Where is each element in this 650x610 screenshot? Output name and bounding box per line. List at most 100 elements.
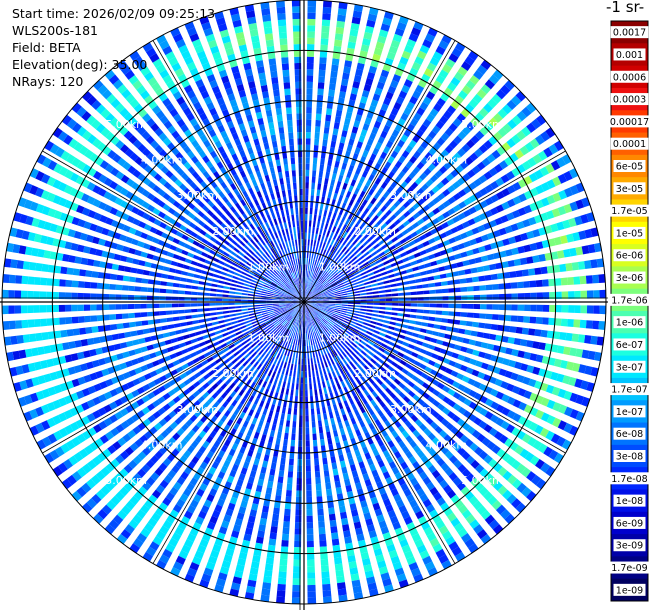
ray-gate <box>295 319 298 326</box>
ray-gate <box>306 88 313 95</box>
ray-gate <box>397 308 405 312</box>
ray-gate <box>304 364 307 372</box>
ray-gate <box>366 394 374 402</box>
ray-gate <box>503 271 511 279</box>
ray-gate <box>321 19 331 27</box>
ray-gate <box>511 304 518 311</box>
ray-gate <box>220 271 228 276</box>
ray-gate <box>340 188 346 196</box>
ray-gate <box>338 328 345 334</box>
ray-gate <box>342 472 350 480</box>
ray-gate <box>106 500 117 511</box>
ray-gate <box>346 347 353 353</box>
ray-gate <box>542 292 550 300</box>
ray-gate <box>322 590 332 598</box>
ray-gate <box>179 493 189 503</box>
ray-gate <box>528 172 538 183</box>
ray-gate <box>329 205 334 212</box>
ray-gate <box>304 232 307 240</box>
ray-gate <box>228 298 235 302</box>
ray-gate <box>266 551 275 559</box>
ray-gate <box>535 409 545 420</box>
ray-gate <box>304 264 306 271</box>
ray-gate <box>548 278 556 287</box>
ray-gate <box>338 260 344 266</box>
ray-gate <box>283 515 291 522</box>
ray-gate <box>206 420 214 429</box>
ray-gate <box>277 315 284 321</box>
ray-gate <box>378 314 385 319</box>
ray-gate <box>203 456 211 465</box>
ray-gate <box>309 245 313 253</box>
ray-gate <box>431 379 440 387</box>
ray-gate <box>312 433 317 441</box>
ray-gate <box>464 329 472 336</box>
ray-gate <box>20 290 28 299</box>
ray-gate <box>334 307 342 310</box>
ray-gate <box>496 191 505 200</box>
ray-gate <box>305 283 307 290</box>
ray-gate <box>266 442 273 450</box>
ray-gate <box>307 566 315 573</box>
ray-gate <box>72 328 80 336</box>
ray-gate <box>292 311 297 318</box>
ray-gate <box>391 361 399 368</box>
ray-gate <box>146 344 154 351</box>
ray-gate <box>119 342 128 349</box>
ray-gate <box>376 114 384 123</box>
ray-gate <box>227 502 236 511</box>
ray-gate <box>379 366 387 373</box>
ray-gate <box>267 362 272 369</box>
ray-gate <box>502 489 513 500</box>
ray-gate <box>150 472 160 482</box>
ray-gate <box>432 399 441 408</box>
ray-gate <box>456 113 466 123</box>
ray-gate <box>246 429 253 437</box>
ray-gate <box>361 325 369 330</box>
ray-gate <box>210 283 218 288</box>
ray-gate <box>506 138 516 148</box>
ray-gate <box>502 104 513 115</box>
ray-gate <box>310 303 317 306</box>
ray-gate <box>508 359 517 368</box>
ray-gate <box>338 402 344 410</box>
ray-gate <box>250 381 256 389</box>
ray-gate <box>380 214 388 221</box>
ray-gate <box>324 223 329 230</box>
ray-gate <box>306 515 313 523</box>
ray-gate <box>411 351 419 358</box>
ray-gate <box>327 95 335 103</box>
ray-gate <box>364 117 372 125</box>
ray-gate <box>169 486 179 496</box>
ray-gate <box>278 299 286 301</box>
ray-gate <box>334 206 339 214</box>
ray-gate <box>240 545 249 554</box>
ray-gate <box>464 438 474 448</box>
ray-gate <box>503 325 511 333</box>
ray-gate <box>528 328 536 336</box>
ray-gate <box>282 527 290 535</box>
ray-gate <box>124 331 132 338</box>
ray-gate <box>199 461 208 470</box>
ray-gate <box>348 299 355 302</box>
ray-gate <box>382 471 391 480</box>
ray-gate <box>368 65 378 74</box>
ray-gate <box>457 243 465 250</box>
ray-gate <box>218 526 228 535</box>
ray-gate <box>344 378 351 386</box>
ray-gate <box>338 174 344 182</box>
ray-gate <box>308 258 311 265</box>
ray-gate <box>408 279 416 284</box>
ray-gate <box>384 161 392 170</box>
ray-gate <box>335 109 343 117</box>
ray-gate <box>349 228 355 236</box>
ray-gate <box>401 50 412 60</box>
ray-gate <box>273 507 280 515</box>
ray-gate <box>286 483 293 491</box>
ray-gate <box>559 263 567 272</box>
ray-gate <box>248 328 255 333</box>
ray-gate <box>275 372 280 380</box>
ray-gate <box>368 422 375 431</box>
ray-gate <box>309 383 313 390</box>
ray-gate <box>367 228 375 235</box>
